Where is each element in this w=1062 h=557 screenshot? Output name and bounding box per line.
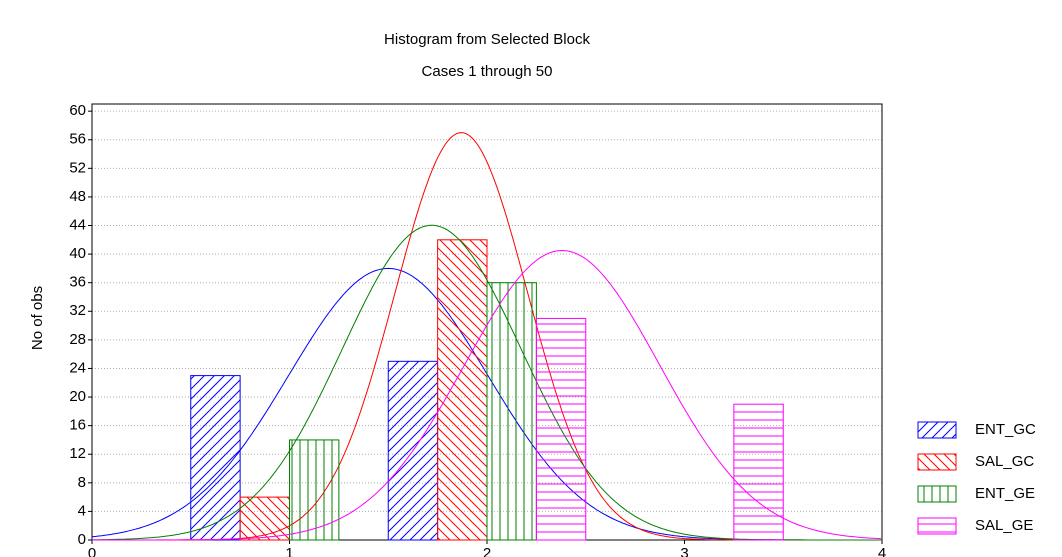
y-tick-label: 0: [78, 531, 86, 548]
y-tick-label: 16: [69, 417, 86, 434]
legend-swatch: [917, 485, 957, 503]
legend-label: ENT_GE: [975, 485, 1035, 502]
bar: [289, 439, 340, 541]
y-tick-label: 40: [69, 245, 86, 262]
y-tick-label: 4: [78, 502, 86, 519]
legend-label: ENT_GC: [975, 421, 1036, 438]
x-tick-label: 2: [483, 545, 491, 557]
x-tick-label: 0: [88, 545, 96, 557]
y-tick-label: 56: [69, 131, 86, 148]
y-tick-label: 12: [69, 445, 86, 462]
bar: [190, 375, 241, 541]
legend-label: SAL_GE: [975, 517, 1033, 534]
bar: [535, 317, 587, 541]
y-tick-label: 8: [78, 474, 86, 491]
y-tick-label: 32: [69, 302, 86, 319]
bar: [437, 239, 488, 541]
x-tick-label: 1: [285, 545, 293, 557]
legend-label: SAL_GC: [975, 453, 1034, 470]
bar: [733, 403, 784, 541]
fit-curve: [92, 249, 883, 541]
y-tick-label: 28: [69, 331, 86, 348]
legend-swatch: [917, 517, 957, 535]
legend-swatch: [917, 453, 957, 471]
x-tick-label: 4: [878, 545, 886, 557]
x-tick-label: 3: [680, 545, 688, 557]
y-tick-label: 24: [69, 359, 86, 376]
y-tick-label: 60: [69, 102, 86, 119]
chart-subtitle: Cases 1 through 50: [422, 63, 553, 80]
y-tick-label: 44: [69, 216, 86, 233]
bar: [239, 496, 290, 541]
legend-swatch: [917, 421, 957, 439]
y-tick-label: 52: [69, 159, 86, 176]
y-axis-label: No of obs: [29, 286, 46, 350]
y-tick-label: 20: [69, 388, 86, 405]
y-tick-label: 48: [69, 188, 86, 205]
y-tick-label: 36: [69, 274, 86, 291]
chart-title: Histogram from Selected Block: [384, 31, 590, 48]
bar: [486, 282, 537, 541]
